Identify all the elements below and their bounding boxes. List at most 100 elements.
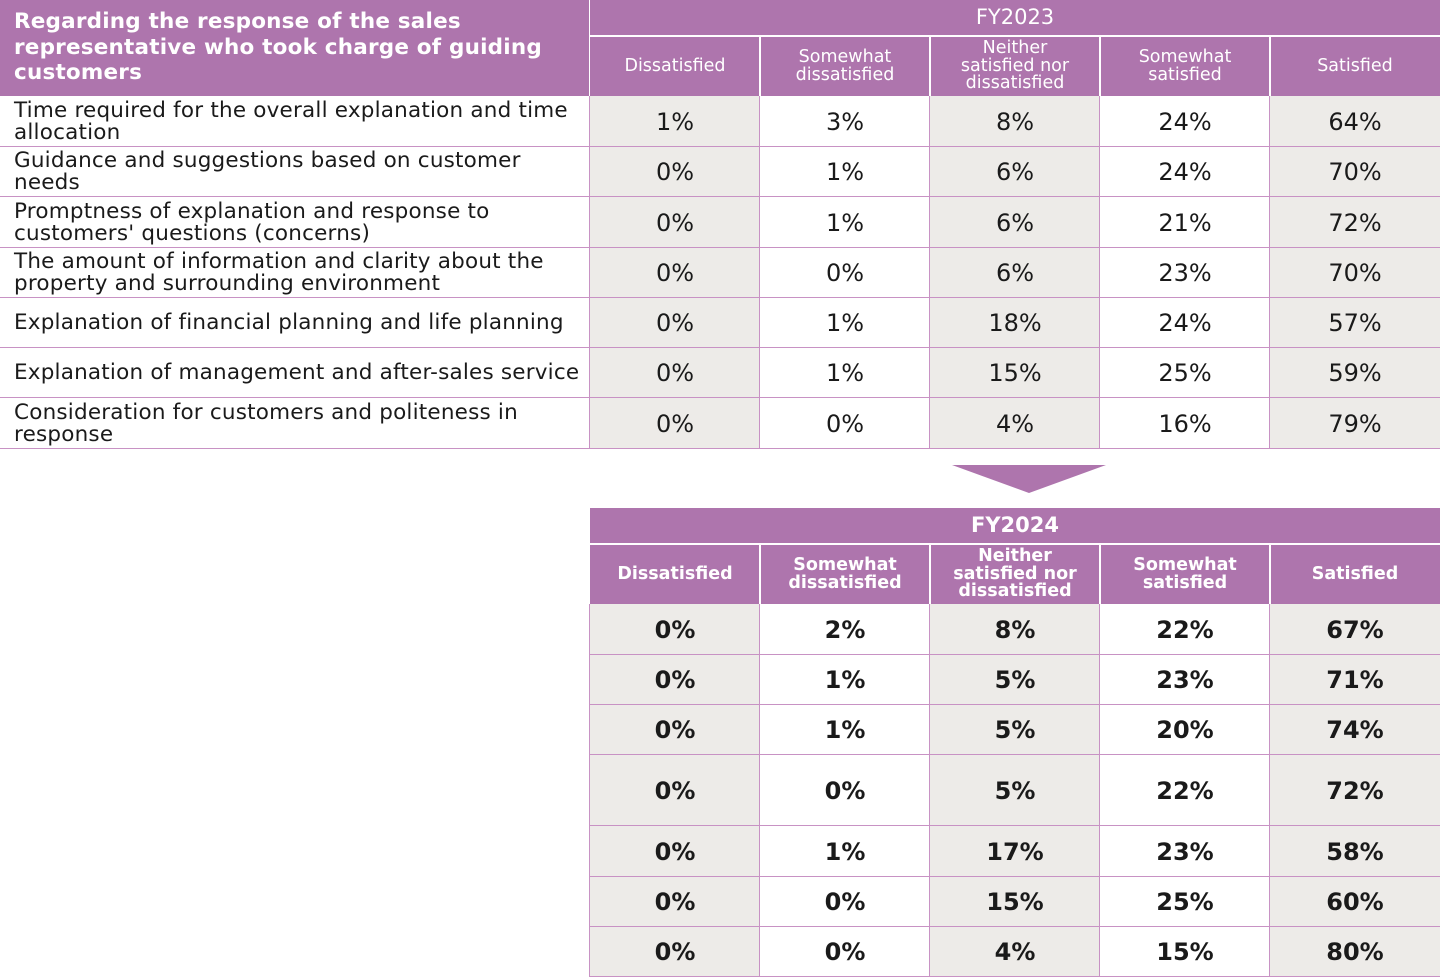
table-cell: 1% — [824, 666, 866, 694]
table-cell: 23% — [1158, 259, 1212, 287]
table-cell: 23% — [1156, 837, 1214, 866]
table-cell: 0% — [825, 259, 865, 287]
cell-shade — [1270, 248, 1440, 298]
table-cell: 0% — [654, 837, 696, 866]
table-cell: 1% — [655, 107, 695, 136]
row-divider — [0, 196, 1440, 197]
row-divider — [590, 654, 1440, 655]
table-cell: 4% — [994, 938, 1036, 966]
column-header: Dissatisfied — [590, 545, 760, 604]
table-cell: 0% — [654, 666, 696, 694]
cell-shade — [930, 705, 1100, 755]
cell-shade — [930, 755, 1100, 826]
column-divider — [589, 604, 590, 977]
table-cell: 67% — [1326, 615, 1384, 644]
table-cell: 71% — [1326, 666, 1384, 694]
cell-shade — [590, 398, 760, 449]
column-divider — [929, 96, 930, 449]
cell-shade — [1270, 826, 1440, 877]
column-divider — [929, 604, 930, 977]
row-divider — [590, 825, 1440, 826]
table-cell: 25% — [1156, 888, 1214, 916]
table-cell: 1% — [825, 208, 865, 237]
column-header: Somewhat dissatisfied — [760, 37, 930, 96]
row-divider — [0, 448, 1440, 449]
cell-shade — [590, 96, 760, 147]
table-cell: 0% — [655, 409, 695, 438]
cell-shade — [930, 877, 1100, 927]
table-cell: 1% — [825, 309, 865, 337]
table-cell: 0% — [655, 259, 695, 287]
header-divider — [1269, 37, 1271, 96]
cell-shade — [930, 348, 1100, 398]
column-header: Neither satisfied nor dissatisfied — [930, 545, 1100, 604]
cell-shade — [930, 927, 1100, 977]
cell-shade — [590, 248, 760, 298]
cell-shade — [590, 705, 760, 755]
column-header-label: Dissatisfied — [624, 55, 726, 76]
table-cell: 20% — [1156, 716, 1214, 744]
cell-shade — [590, 197, 760, 248]
table-title: Regarding the response of the sales repr… — [0, 0, 589, 96]
table-cell: 64% — [1328, 107, 1382, 136]
row-label: The amount of information and clarity ab… — [14, 249, 544, 296]
header-divider — [1269, 545, 1271, 604]
table-cell: 18% — [988, 309, 1042, 337]
cell-shade — [930, 298, 1100, 348]
table-cell: 6% — [995, 158, 1035, 186]
column-header: Satisfied — [1270, 545, 1440, 604]
row-label: Explanation of management and after-sale… — [14, 360, 580, 385]
cell-shade — [930, 248, 1100, 298]
cell-shade — [930, 604, 1100, 655]
table-cell: 15% — [986, 888, 1044, 916]
table-cell: 17% — [986, 837, 1044, 866]
cell-shade — [1270, 755, 1440, 826]
year-header: FY2024 — [590, 508, 1440, 543]
table-cell: 0% — [654, 615, 696, 644]
table-cell: 0% — [655, 158, 695, 186]
table-cell: 79% — [1328, 409, 1382, 438]
row-divider — [0, 297, 1440, 298]
row-divider — [590, 926, 1440, 927]
cell-shade — [1270, 298, 1440, 348]
down-triangle-icon — [952, 465, 1106, 493]
column-header-label: Neither satisfied nor dissatisfied — [960, 38, 1070, 94]
row-label: Time required for the overall explanatio… — [14, 97, 568, 145]
table-cell: 6% — [995, 259, 1035, 287]
table-cell: 60% — [1326, 888, 1384, 916]
year-header: FY2023 — [590, 0, 1440, 35]
cell-shade — [930, 147, 1100, 197]
column-header-label: Satisfied — [1317, 55, 1393, 76]
cell-shade — [590, 298, 760, 348]
cell-shade — [590, 348, 760, 398]
column-header-label: Dissatisfied — [617, 563, 733, 584]
table-cell: 0% — [824, 888, 866, 916]
column-divider — [759, 604, 760, 977]
cell-shade — [1270, 927, 1440, 977]
table-cell: 0% — [654, 716, 696, 744]
cell-shade — [590, 604, 760, 655]
row-divider — [590, 976, 1440, 977]
table-cell: 6% — [995, 208, 1035, 237]
row-divider — [590, 876, 1440, 877]
cell-shade — [590, 755, 760, 826]
table-cell: 5% — [994, 776, 1036, 805]
table-cell: 57% — [1328, 309, 1382, 337]
cell-shade — [1270, 604, 1440, 655]
column-header: Dissatisfied — [590, 37, 760, 96]
table-cell: 8% — [994, 615, 1036, 644]
cell-shade — [590, 655, 760, 705]
cell-shade — [1270, 655, 1440, 705]
cell-shade — [930, 826, 1100, 877]
column-divider — [589, 96, 590, 449]
row-divider — [590, 754, 1440, 755]
table-cell: 22% — [1156, 776, 1214, 805]
table-cell: 16% — [1158, 409, 1212, 438]
table-cell: 2% — [824, 615, 866, 644]
table-cell: 5% — [994, 716, 1036, 744]
table-cell: 23% — [1156, 666, 1214, 694]
cell-shade — [930, 96, 1100, 147]
header-divider — [1099, 37, 1101, 96]
table-cell: 74% — [1326, 716, 1384, 744]
cell-shade — [930, 655, 1100, 705]
